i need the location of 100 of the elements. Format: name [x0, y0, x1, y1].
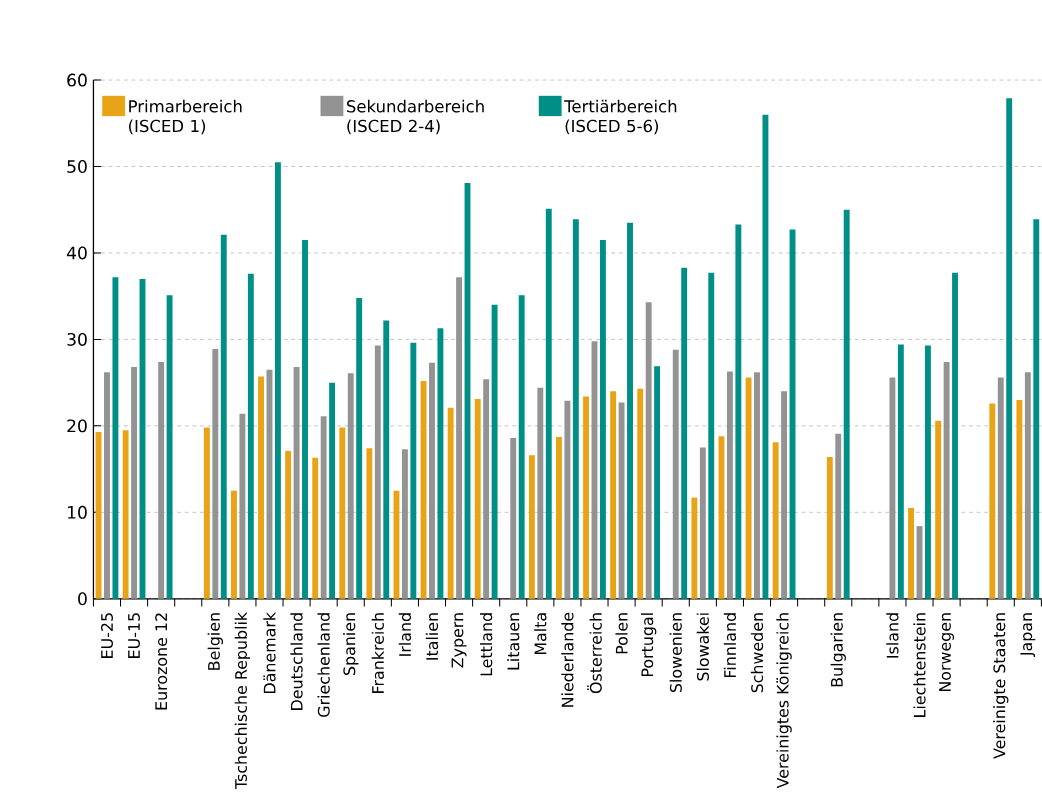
- bar: [772, 442, 779, 599]
- x-tick-label: Vereinigtes Königreich: [776, 613, 792, 789]
- bar: [645, 302, 652, 599]
- bar: [924, 345, 931, 599]
- bar: [1024, 372, 1031, 599]
- x-tick-label: Slowenien: [669, 613, 682, 692]
- bar: [952, 272, 958, 599]
- x-tick-label: Eurozone 12: [155, 613, 168, 710]
- bar: [456, 277, 463, 599]
- x-tick-label: Bulgarien: [830, 613, 846, 687]
- bar: [599, 239, 606, 599]
- bar: [158, 361, 165, 599]
- y-tick-label: 40: [66, 246, 87, 260]
- x-tick-label: Deutschland: [290, 613, 303, 710]
- bar: [231, 490, 237, 599]
- bar: [374, 345, 381, 599]
- bar: [339, 427, 346, 599]
- bar: [528, 455, 535, 599]
- bar: [203, 427, 210, 599]
- x-tick-label: Slowakei: [696, 613, 709, 681]
- bar: [247, 273, 254, 599]
- bar: [447, 407, 454, 599]
- x-tick-label: Malta: [534, 613, 547, 654]
- bar: [935, 420, 942, 599]
- bar: [556, 436, 562, 599]
- bar: [889, 377, 896, 599]
- bar: [312, 457, 319, 599]
- x-tick-label: Niederlande: [561, 612, 574, 707]
- y-tick-label: 20: [67, 419, 87, 433]
- bar: [220, 234, 227, 599]
- y-tick-label: 30: [67, 332, 87, 346]
- bar: [699, 447, 706, 599]
- bar: [708, 272, 715, 599]
- bar: [610, 391, 617, 599]
- bar: [637, 388, 644, 599]
- bar: [897, 344, 904, 599]
- bar: [302, 239, 308, 599]
- bar: [483, 379, 490, 599]
- bar: [112, 277, 119, 599]
- bar: [997, 377, 1004, 599]
- bar: [843, 209, 850, 599]
- bar: [104, 372, 110, 599]
- x-tick-label: Zypern: [451, 613, 467, 668]
- bar: [681, 267, 688, 599]
- x-tick-label: Schweden: [750, 613, 764, 693]
- bar: [943, 361, 950, 599]
- bar: [366, 448, 373, 599]
- x-tick-label: Tschechische Republik: [234, 611, 251, 789]
- y-tick-label: 60: [67, 73, 87, 87]
- legend-label: Primarbereich (ISCED 1): [129, 99, 242, 134]
- bar: [545, 208, 552, 599]
- bar: [781, 391, 788, 599]
- x-tick-label: Lettland: [480, 613, 493, 676]
- bar: [745, 377, 752, 599]
- x-tick-label: Vereinigte Staaten: [993, 613, 1009, 759]
- bar: [618, 402, 625, 599]
- y-tick-label: 0: [78, 592, 87, 606]
- bar: [691, 497, 698, 599]
- bar: [122, 430, 129, 599]
- bar: [672, 349, 679, 599]
- x-tick-label: Japan: [1020, 613, 1036, 657]
- bar: [989, 403, 996, 599]
- bar: [835, 433, 842, 599]
- bar: [537, 387, 544, 599]
- x-tick-label: Österreich: [587, 613, 602, 693]
- x-tick-label: EU-25: [100, 613, 113, 658]
- y-tick-label: 50: [67, 159, 87, 173]
- bar: [420, 380, 427, 599]
- bar: [320, 416, 327, 599]
- x-tick-label: Portugal: [640, 613, 657, 676]
- x-tick-label: Litauen: [507, 613, 520, 670]
- bar: [274, 162, 281, 599]
- bar: [383, 320, 390, 599]
- bar: [474, 398, 481, 599]
- bar: [1006, 98, 1013, 599]
- bar: [1033, 219, 1040, 599]
- x-tick-label: Spanien: [343, 613, 359, 675]
- bar: [212, 348, 219, 599]
- y-tick-label: 10: [67, 505, 87, 519]
- bar: [735, 224, 742, 599]
- x-tick-label: Island: [886, 613, 899, 658]
- bar: [258, 376, 264, 599]
- x-tick-label: Liechtenstein: [913, 613, 926, 717]
- bar: [410, 342, 417, 599]
- bar: [166, 295, 173, 599]
- legend-label: Sekundarbereich (ISCED 2-4): [346, 99, 484, 134]
- bar: [510, 437, 517, 599]
- bar: [583, 396, 590, 599]
- bar: [654, 366, 661, 599]
- bar: [356, 297, 363, 599]
- bar: [826, 456, 833, 599]
- bar: [429, 362, 435, 599]
- bar: [491, 304, 498, 599]
- bar: [347, 372, 354, 599]
- bar: [754, 372, 760, 599]
- bar: [285, 450, 292, 599]
- bar: [131, 366, 138, 599]
- bar: [518, 295, 525, 599]
- x-tick-label: Frankreich: [371, 613, 384, 693]
- bar: [293, 366, 300, 599]
